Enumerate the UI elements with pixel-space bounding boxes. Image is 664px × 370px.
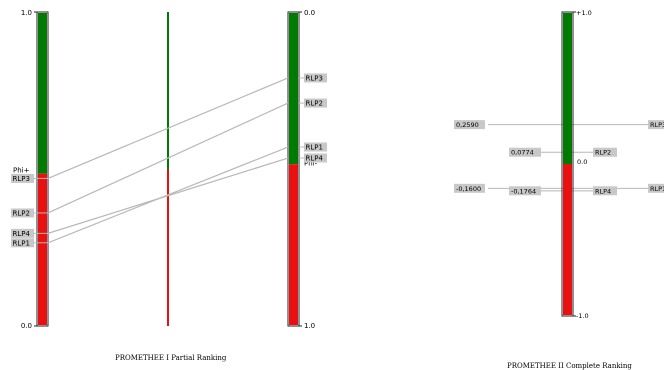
- phi-minus-bar-outline: [287, 11, 300, 327]
- partial-ranking-caption: PROMETHEE I Partial Ranking: [115, 354, 227, 362]
- partial-line-rlp1: [47, 146, 289, 244]
- phi-plus-bar-red: [38, 173, 47, 325]
- phi-plus-bottom-label: 0.0: [21, 322, 32, 330]
- complete-ranking-panel: +1.0 -1.0 0.0 0,2590 RLP3 0,0774 RLP2 -0,160…: [454, 9, 664, 320]
- partial-label-bg-left-rlp4: [11, 228, 34, 238]
- complete-top-label: +1.0: [576, 9, 592, 17]
- partial-label-bg-left-rlp3: [11, 173, 34, 183]
- complete-name-bg-rlp3: [648, 120, 664, 130]
- complete-alternative-labels: 0,2590 RLP3 0,0774 RLP2 -0,1600 RLP1 -0,1764 RL…: [454, 120, 664, 196]
- partial-label-right-rlp3: RLP3: [306, 74, 323, 82]
- complete-name-bg-rlp4: [593, 186, 617, 196]
- complete-ranking-caption: PROMETHEE II Complete Ranking: [507, 362, 632, 370]
- partial-ranking-panel: 1.0 0.0 0.0 1.0 Phi+ Phi- RLP3 RLP3 RLP2 RL…: [11, 9, 327, 330]
- complete-value-lines: [488, 124, 664, 192]
- complete-value-rlp1: -0,1600: [456, 185, 481, 193]
- complete-value-rlp2: 0,0774: [511, 149, 534, 157]
- partial-label-bg-left-rlp1: [11, 238, 34, 248]
- phi-net-bar-outline: [561, 11, 574, 317]
- complete-name-rlp1: RLP1: [650, 185, 664, 193]
- phi-net-bar-red: [563, 164, 572, 315]
- complete-value-rlp4: -0,1764: [511, 187, 536, 195]
- phi-minus-bar-red: [289, 164, 298, 325]
- partial-label-left-rlp2: RLP2: [13, 209, 30, 217]
- partial-connection-lines: [34, 77, 304, 244]
- phi-minus-bottom-label: 1.0: [304, 322, 315, 330]
- partial-line-rlp3: [47, 77, 289, 179]
- complete-value-rlp3: 0,2590: [456, 121, 479, 129]
- complete-value-bg-rlp2: [509, 147, 541, 157]
- partial-label-bg-right-rlp1: [304, 142, 327, 152]
- phi-plus-label: Phi+: [13, 167, 30, 175]
- complete-value-bg-rlp3: [454, 120, 485, 130]
- partial-label-left-rlp4: RLP4: [13, 230, 31, 238]
- partial-label-bg-left-rlp2: [11, 208, 34, 218]
- complete-value-bg-rlp1: [454, 183, 485, 193]
- phi-plus-bar-outline: [36, 11, 49, 327]
- complete-zero-label: 0.0: [577, 158, 587, 166]
- complete-name-bg-rlp2: [593, 147, 617, 157]
- complete-name-rlp3: RLP3: [650, 121, 664, 129]
- partial-label-right-rlp2: RLP2: [306, 100, 323, 108]
- phi-minus-label: Phi-: [304, 159, 318, 167]
- phi-plus-bar-green: [38, 13, 47, 174]
- partial-line-rlp2: [47, 102, 289, 214]
- partial-label-left-rlp1: RLP1: [13, 239, 30, 247]
- complete-name-bg-rlp1: [648, 183, 664, 193]
- complete-name-rlp4: RLP4: [595, 187, 611, 195]
- partial-line-rlp4: [47, 157, 289, 234]
- phi-net-bar-green: [563, 13, 572, 164]
- phi-plus-top-label: 1.0: [21, 9, 32, 17]
- partial-label-right-rlp1: RLP1: [306, 144, 323, 152]
- phi-minus-bar-green: [289, 13, 298, 165]
- complete-name-rlp2: RLP2: [595, 149, 611, 157]
- complete-value-bg-rlp4: [509, 186, 541, 196]
- partial-label-bg-right-rlp4: [304, 153, 327, 163]
- partial-label-bg-right-rlp2: [304, 98, 327, 108]
- partial-label-right-rlp4: RLP4: [306, 155, 324, 163]
- partial-label-left-rlp3: RLP3: [13, 175, 30, 183]
- partial-label-bg-right-rlp3: [304, 73, 327, 83]
- complete-bottom-label: -1.0: [576, 312, 589, 320]
- phi-minus-top-label: 0.0: [304, 9, 315, 17]
